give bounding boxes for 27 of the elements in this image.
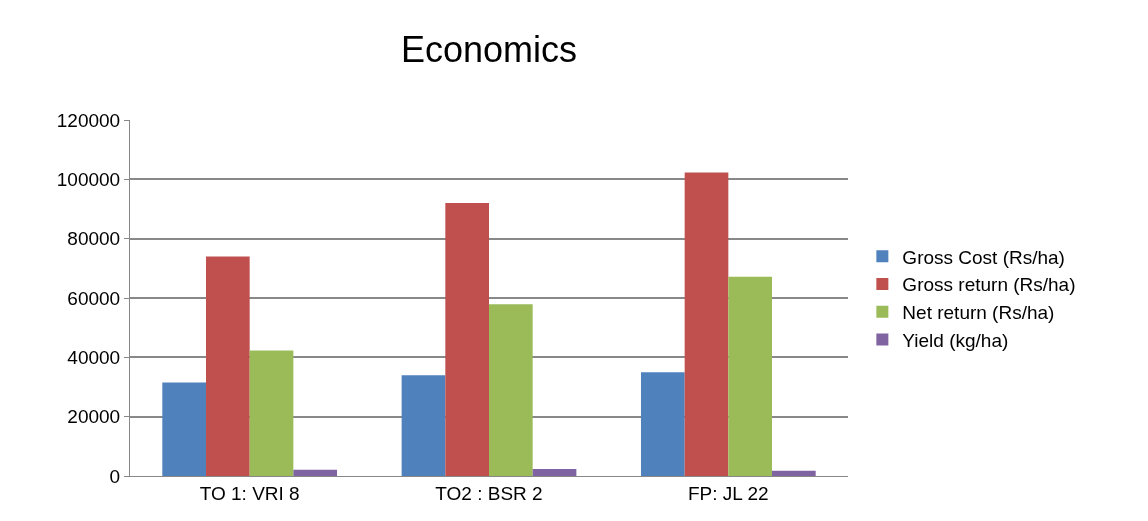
bar [772,470,816,476]
y-tick-label: 60000 [67,287,121,309]
bar [293,469,338,476]
x-tick-label: TO2 : BSR 2 [435,482,543,504]
bar [532,468,577,476]
legend-label: Gross return (Rs/ha) [902,274,1076,296]
y-tick-label: 40000 [67,346,121,368]
x-tick-label: FP: JL 22 [688,482,769,504]
bar [401,375,446,476]
y-tick-label: 100000 [56,168,121,190]
bar [205,256,250,476]
chart-title: Economics [400,28,578,70]
y-tick-label: 120000 [56,109,121,131]
bar [684,172,729,476]
legend-label: Yield (kg/ha) [902,329,1009,351]
y-tick-label: 0 [109,465,121,487]
y-tick-label: 80000 [67,228,121,250]
bar [728,276,773,476]
y-tick-label: 20000 [67,406,121,428]
legend-label: Net return (Rs/ha) [902,302,1055,324]
bar [249,350,294,476]
x-tick-label: TO 1: VRI 8 [199,482,300,504]
bar [445,203,489,476]
bar [489,304,533,476]
bar [640,372,685,476]
legend-label: Gross Cost (Rs/ha) [902,246,1065,268]
bar [162,382,206,476]
